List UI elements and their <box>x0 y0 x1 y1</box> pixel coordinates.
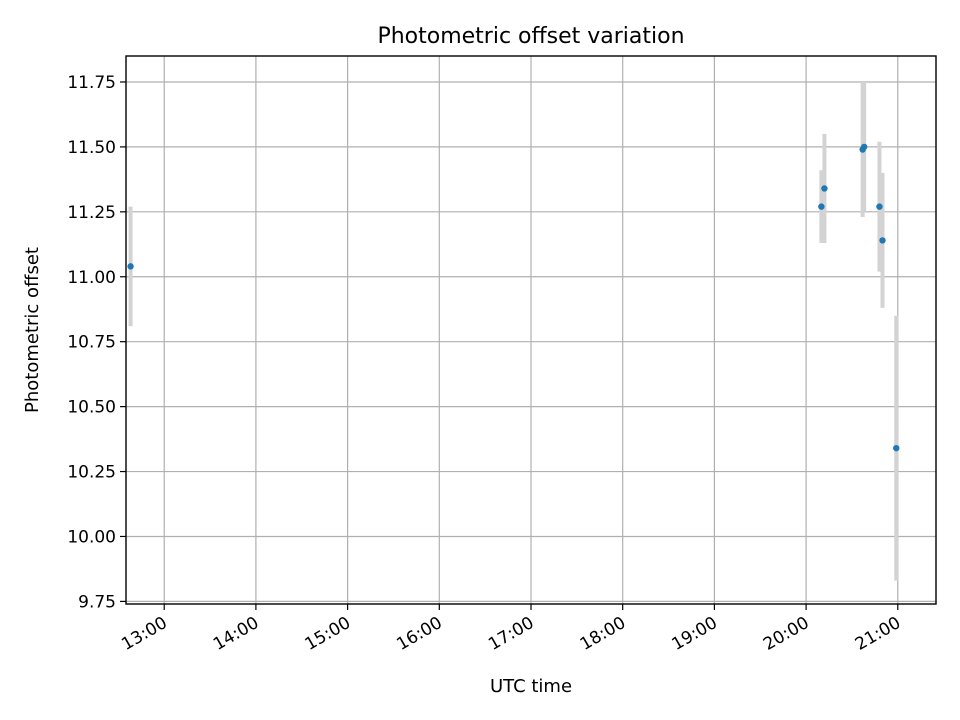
x-tick-label: 17:00 <box>485 613 537 655</box>
y-tick-label: 11.50 <box>67 138 116 158</box>
y-tick-label: 10.50 <box>67 398 116 418</box>
data-point <box>818 203 825 210</box>
y-axis-label: Photometric offset <box>22 247 43 413</box>
y-tick-label: 9.75 <box>78 592 116 612</box>
data-point <box>893 444 900 452</box>
y-tick-label: 10.00 <box>67 527 116 547</box>
chart-title: Photometric offset variation <box>377 24 684 49</box>
data-point <box>876 203 883 210</box>
data-point <box>821 185 828 192</box>
x-tick-label: 16:00 <box>393 613 445 655</box>
y-tick-label: 11.75 <box>67 73 116 93</box>
x-tick-label: 19:00 <box>668 613 720 655</box>
x-tick-label: 13:00 <box>118 613 170 655</box>
y-tick-label: 10.25 <box>67 463 116 483</box>
grid <box>126 56 936 604</box>
y-tick-label: 11.00 <box>67 268 116 288</box>
x-tick-label: 14:00 <box>210 613 262 655</box>
data-point <box>879 237 886 244</box>
axis-ticks: 9.75 10.00 10.25 10.50 10.75 11.00 11.25 11.50 1… <box>67 73 904 655</box>
y-tick-label: 11.25 <box>67 203 116 223</box>
y-tick-label: 10.75 <box>67 333 116 353</box>
x-tick-label: 18:00 <box>577 613 629 655</box>
x-tick-label: 15:00 <box>302 613 354 655</box>
x-tick-label: 20:00 <box>760 613 812 655</box>
x-axis-label: UTC time <box>490 676 572 697</box>
error-bars <box>128 81 899 581</box>
data-point <box>127 263 134 270</box>
data-point <box>860 143 868 151</box>
data-points <box>127 143 900 452</box>
x-tick-label: 21:00 <box>852 613 904 655</box>
